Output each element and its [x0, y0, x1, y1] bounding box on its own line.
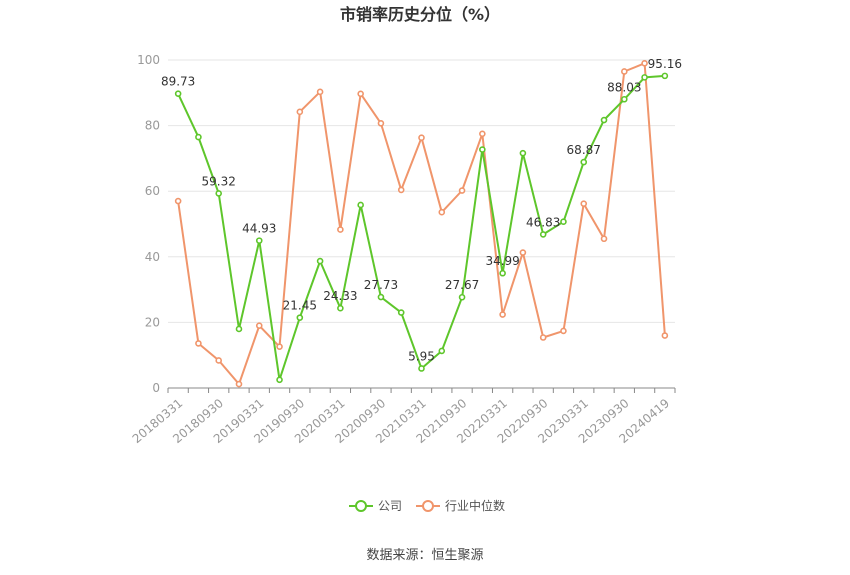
legend-label: 公司	[378, 499, 402, 513]
data-label: 46.83	[526, 215, 560, 229]
data-point	[255, 322, 263, 329]
data-point	[641, 74, 648, 81]
data-point	[661, 72, 669, 80]
data-point	[600, 116, 608, 124]
data-labels: 89.73 59.32 44.93 21.45 24.33 27.73 5.95 27.67 3…	[161, 57, 682, 364]
y-axis-ticks: 0 20 40 60 80 100	[137, 53, 160, 395]
data-point	[377, 293, 385, 301]
data-point	[357, 201, 364, 209]
legend-label: 行业中位数	[445, 498, 505, 513]
legend[interactable]: 公司 行业中位数	[349, 498, 505, 513]
data-label: 89.73	[161, 75, 195, 89]
data-point	[519, 249, 527, 256]
data-point	[215, 357, 222, 364]
grid-lines	[168, 59, 675, 323]
data-point	[600, 235, 608, 243]
data-point	[499, 311, 506, 318]
data-label: 95.16	[648, 57, 682, 71]
data-label: 24.33	[323, 289, 357, 303]
data-label: 27.73	[364, 278, 398, 292]
data-point	[458, 187, 466, 194]
data-point	[620, 68, 628, 75]
data-point	[397, 186, 405, 194]
data-point	[215, 190, 222, 197]
chart-title: 市销率历史分位（%）	[340, 5, 500, 24]
legend-marker	[355, 500, 367, 512]
data-label: 68.87	[567, 143, 601, 157]
data-point	[276, 343, 283, 350]
data-label: 44.93	[242, 222, 276, 236]
data-point	[255, 237, 263, 244]
data-point	[438, 208, 446, 216]
data-point	[661, 332, 669, 339]
data-point	[560, 218, 567, 226]
data-point	[620, 95, 628, 103]
data-point	[479, 146, 486, 153]
data-point	[438, 347, 446, 355]
data-point	[539, 334, 547, 341]
data-point	[377, 120, 385, 127]
data-point	[357, 90, 364, 98]
data-point	[316, 88, 324, 96]
data-point	[235, 325, 243, 333]
data-point	[499, 269, 506, 277]
legend-marker	[422, 500, 434, 512]
data-point	[479, 130, 486, 138]
data-point	[580, 158, 588, 166]
data-point	[195, 133, 202, 141]
legend-item[interactable]: 行业中位数	[416, 498, 505, 513]
data-point	[174, 197, 182, 205]
data-label: 5.95	[408, 349, 435, 363]
data-point	[641, 59, 648, 67]
data-point	[195, 340, 202, 347]
y-tick-label: 20	[145, 315, 160, 329]
data-point	[519, 149, 527, 157]
series-group	[174, 59, 669, 388]
data-point	[337, 226, 344, 233]
data-label: 34.99	[485, 254, 519, 268]
y-tick-label: 80	[145, 119, 160, 133]
data-point	[235, 380, 243, 388]
legend-item[interactable]: 公司	[349, 499, 402, 513]
y-tick-label: 100	[137, 53, 160, 67]
data-point	[174, 90, 182, 97]
y-tick-label: 60	[145, 184, 160, 198]
y-tick-label: 40	[145, 250, 160, 264]
data-point	[580, 200, 588, 207]
data-point	[560, 327, 567, 335]
data-label: 27.67	[445, 278, 479, 292]
data-point	[418, 134, 425, 142]
data-point	[316, 257, 324, 265]
data-point	[418, 365, 425, 372]
data-label: 88.03	[607, 80, 641, 94]
data-label: 21.45	[283, 299, 317, 313]
data-point	[276, 376, 283, 384]
data-point	[458, 293, 466, 301]
y-tick-label: 0	[152, 381, 160, 395]
x-axis: 2018033120180930201903312019093020200331…	[130, 387, 676, 446]
data-label: 59.32	[202, 174, 236, 188]
data-point	[397, 309, 405, 316]
data-point	[539, 231, 547, 238]
data-point	[337, 304, 344, 312]
data-point	[296, 108, 304, 116]
data-point	[296, 314, 304, 321]
source-note: 数据来源：恒生聚源	[366, 548, 483, 563]
